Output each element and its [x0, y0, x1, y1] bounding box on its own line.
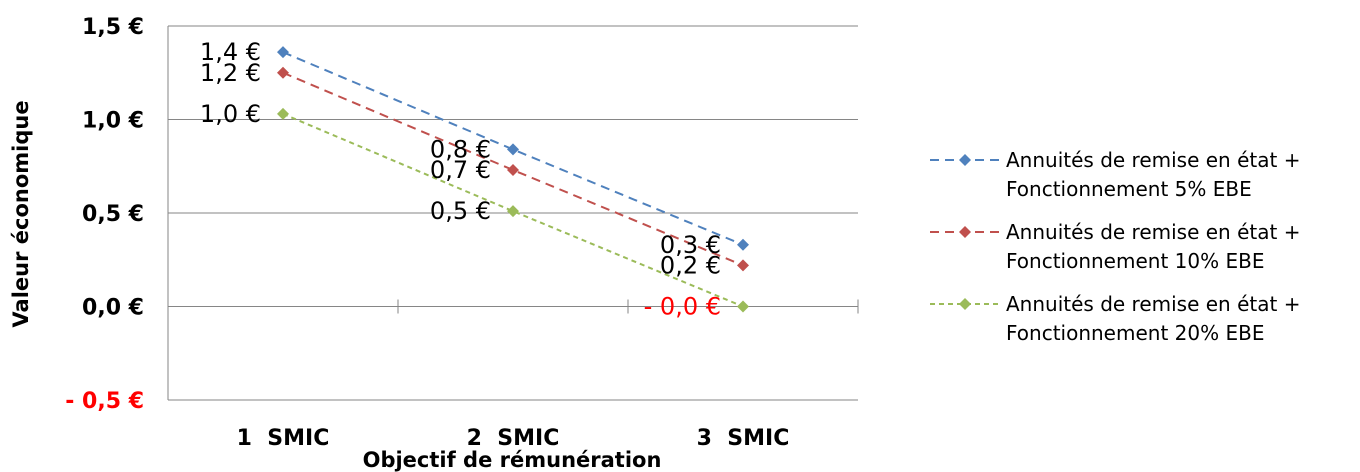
legend-label: Fonctionnement 5% EBE — [1006, 177, 1252, 201]
data-label: 0,7 € — [430, 156, 491, 184]
data-label: 0,5 € — [430, 197, 491, 225]
series-lines — [277, 46, 749, 313]
legend-item-2: Annuités de remise en état + Fonctionneme… — [930, 220, 1300, 273]
y-tick-label: 0,0 € — [82, 296, 144, 321]
data-point — [737, 238, 749, 251]
data-label: 0,2 € — [660, 251, 721, 279]
y-tick-label: 1,5 € — [82, 15, 144, 40]
data-point — [507, 163, 519, 176]
y-tick-label: 1,0 € — [82, 109, 144, 134]
legend-label: Annuités de remise en état + — [1006, 220, 1300, 244]
data-label: 0,8 € — [430, 135, 491, 163]
gridlines — [168, 25, 858, 214]
legend-label: Annuités de remise en état + — [1006, 292, 1300, 316]
y-tick-label: - 0,5 € — [65, 389, 144, 414]
y-axis-tick-labels: 1,5 € 1,0 € 0,5 € 0,0 € - 0,5 € — [65, 15, 144, 414]
data-label: - 0,0 € — [644, 293, 721, 321]
legend-label: Fonctionnement 20% EBE — [1006, 321, 1264, 345]
legend-label: Annuités de remise en état + — [1006, 148, 1300, 172]
y-tick-label: 0,5 € — [82, 202, 144, 227]
data-point — [277, 107, 289, 120]
legend-label: Fonctionnement 10% EBE — [1006, 249, 1264, 273]
data-label: 1,0 € — [200, 100, 261, 128]
x-axis-title: Objectif de rémunération — [363, 448, 662, 472]
data-point — [277, 46, 289, 59]
data-label: 1,2 € — [200, 59, 261, 87]
x-tick-label: 2 SMIC — [467, 426, 560, 451]
legend-marker — [959, 154, 971, 166]
series-line-3 — [282, 112, 744, 308]
legend-marker — [959, 226, 971, 238]
data-label: 1,4 € — [200, 38, 261, 66]
legend-item-3: Annuités de remise en état + Fonctionneme… — [930, 292, 1300, 345]
x-axis-tick-labels: 1 SMIC 2 SMIC 3 SMIC — [237, 426, 790, 451]
x-tick-label: 1 SMIC — [237, 426, 330, 451]
data-point — [277, 66, 289, 79]
series-line-2 — [282, 71, 744, 267]
legend-item-1: Annuités de remise en état + Fonctionneme… — [930, 148, 1300, 201]
series-line-1 — [282, 51, 744, 246]
data-label: 0,3 € — [660, 231, 721, 259]
y-axis-title: Valeur économique — [9, 100, 33, 327]
legend-marker — [959, 298, 971, 310]
data-point — [737, 300, 749, 313]
x-tick-label: 3 SMIC — [697, 426, 790, 451]
legend: Annuités de remise en état + Fonctionneme… — [930, 148, 1300, 345]
data-labels: 1,4 € 0,8 € 0,3 € 1,2 € 0,7 € 0,2 € 1,0 € 0,5 €… — [200, 38, 721, 320]
data-point — [507, 205, 519, 218]
data-point — [507, 143, 519, 156]
data-point — [737, 259, 749, 272]
